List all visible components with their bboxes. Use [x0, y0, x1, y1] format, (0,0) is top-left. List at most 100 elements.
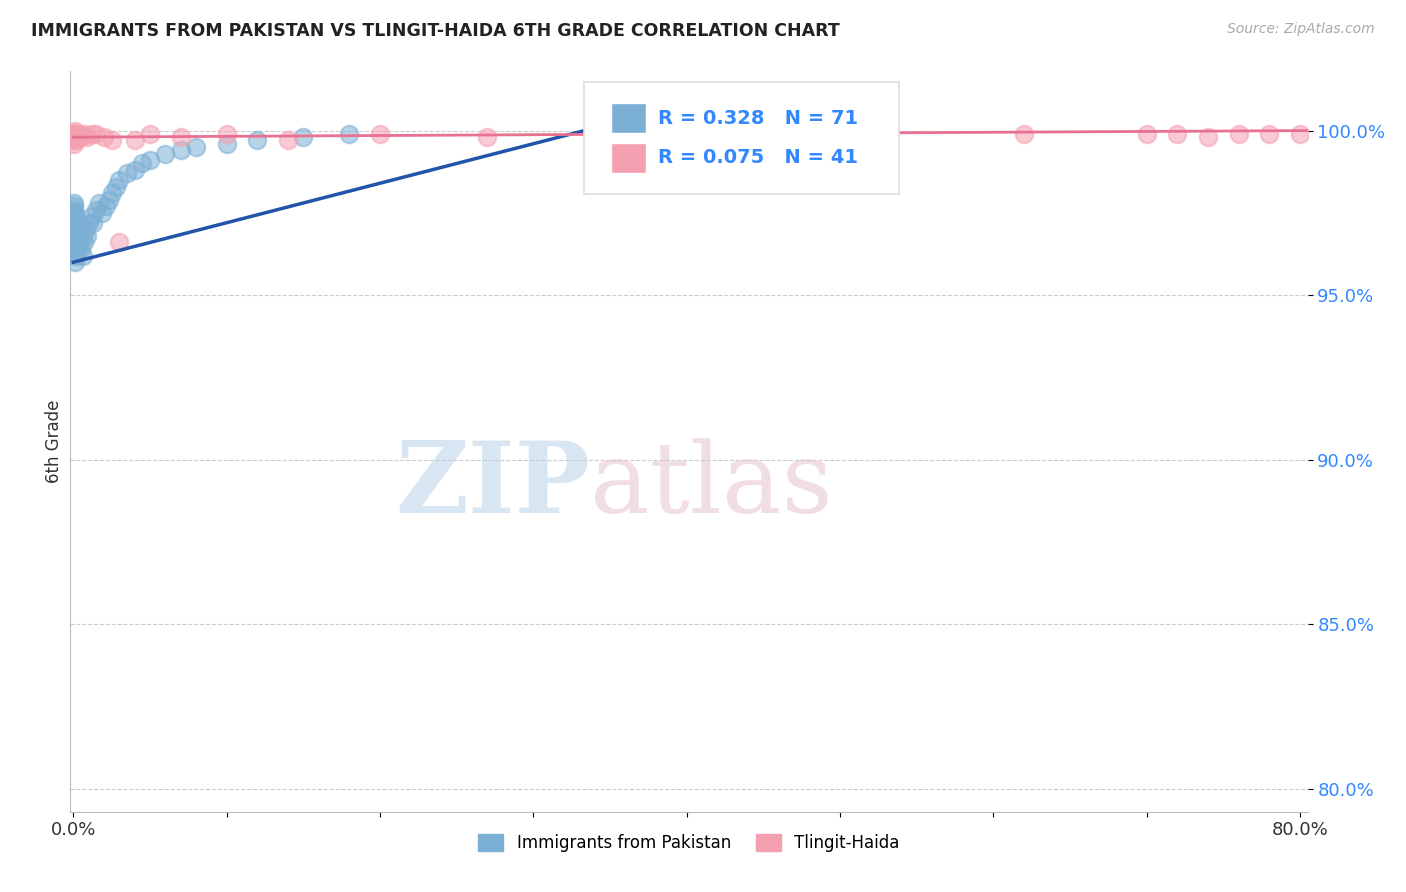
Point [1197, 130, 1219, 145]
Point [63, 216, 86, 230]
Point [63, 222, 86, 236]
Point [139, 127, 162, 141]
Point [70, 130, 93, 145]
Point [63, 123, 86, 137]
Point [477, 130, 499, 145]
Point [73, 127, 96, 141]
Text: R = 0.075   N = 41: R = 0.075 N = 41 [658, 148, 858, 168]
Point [184, 140, 207, 154]
Point [63, 216, 86, 230]
Point [108, 173, 131, 187]
Point [89, 196, 111, 211]
Point [63, 239, 86, 253]
Point [1166, 127, 1188, 141]
Point [66, 226, 89, 240]
Bar [612, 103, 645, 133]
FancyBboxPatch shape [583, 82, 900, 194]
Point [65, 235, 87, 250]
Point [94, 199, 117, 213]
Point [70, 242, 93, 256]
Point [65, 219, 87, 233]
Point [63, 209, 86, 223]
Point [63, 127, 86, 141]
Point [246, 133, 269, 147]
Point [63, 127, 86, 141]
Y-axis label: 6th Grade: 6th Grade [45, 400, 63, 483]
Point [1012, 127, 1035, 141]
Point [69, 216, 91, 230]
Point [1258, 127, 1281, 141]
Point [73, 235, 96, 250]
Point [63, 245, 86, 260]
Point [1289, 127, 1312, 141]
Point [66, 239, 89, 253]
Point [65, 249, 87, 263]
Point [108, 235, 131, 250]
Point [63, 235, 86, 250]
Point [100, 133, 122, 147]
Point [63, 209, 86, 223]
Text: IMMIGRANTS FROM PAKISTAN VS TLINGIT-HAIDA 6TH GRADE CORRELATION CHART: IMMIGRANTS FROM PAKISTAN VS TLINGIT-HAID… [31, 22, 839, 40]
Point [368, 127, 391, 141]
Point [63, 228, 86, 243]
Point [63, 235, 86, 250]
Point [599, 127, 621, 141]
Point [170, 144, 193, 158]
Point [63, 212, 86, 227]
Point [66, 222, 89, 236]
Point [66, 232, 89, 246]
Point [63, 242, 86, 256]
Point [77, 216, 100, 230]
Point [63, 239, 86, 253]
Point [1136, 127, 1159, 141]
Point [86, 127, 108, 141]
Point [62, 130, 84, 145]
Point [115, 166, 138, 180]
Point [93, 130, 115, 145]
Point [63, 133, 86, 147]
Point [63, 127, 86, 141]
Point [131, 156, 153, 170]
Point [70, 222, 93, 236]
Point [67, 228, 90, 243]
Point [86, 202, 108, 217]
Point [69, 235, 91, 250]
Bar [612, 144, 645, 173]
Point [105, 179, 128, 194]
Point [65, 130, 87, 145]
Point [72, 249, 94, 263]
Text: ZIP: ZIP [395, 437, 591, 534]
Point [66, 130, 89, 145]
Point [63, 202, 86, 217]
Point [63, 130, 86, 145]
Point [75, 222, 97, 236]
Point [63, 130, 86, 145]
Point [62, 206, 84, 220]
Point [337, 127, 360, 141]
Point [80, 209, 103, 223]
Point [63, 127, 86, 141]
Point [155, 146, 177, 161]
Point [65, 216, 87, 230]
Point [65, 133, 87, 147]
Point [97, 193, 120, 207]
Point [100, 186, 122, 200]
Text: atlas: atlas [591, 438, 832, 533]
Point [62, 222, 84, 236]
Point [139, 153, 162, 168]
Point [82, 216, 104, 230]
Point [65, 242, 87, 256]
Point [859, 130, 882, 145]
Point [63, 255, 86, 269]
Point [215, 127, 238, 141]
Point [63, 219, 86, 233]
Point [62, 228, 84, 243]
Point [63, 212, 86, 227]
Point [65, 127, 87, 141]
Point [63, 127, 86, 141]
Point [72, 228, 94, 243]
Point [63, 222, 86, 236]
Point [215, 136, 238, 151]
Point [76, 130, 98, 145]
Point [63, 242, 86, 256]
